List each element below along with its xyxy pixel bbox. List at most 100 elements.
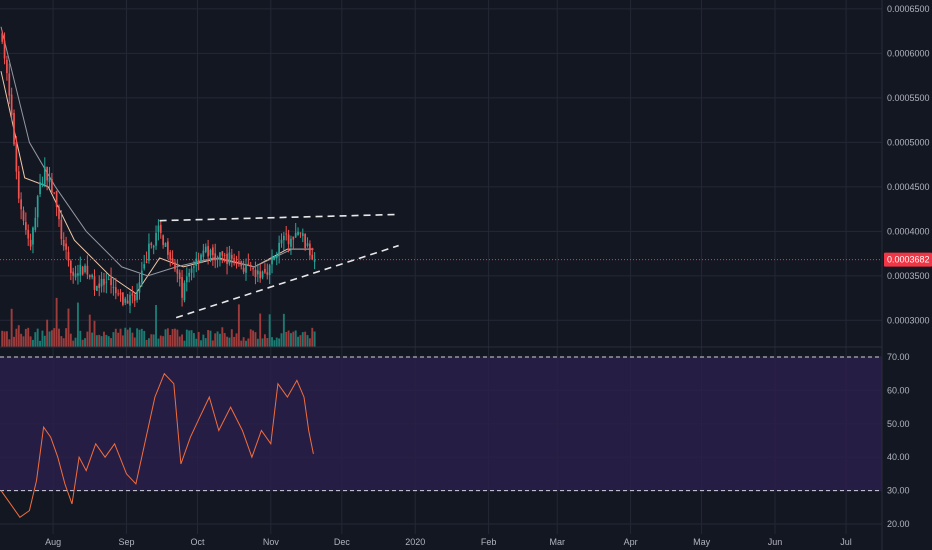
candle-body[interactable] (103, 278, 105, 285)
candle-body[interactable] (77, 273, 79, 276)
candle-body[interactable] (283, 235, 285, 241)
candle-body[interactable] (230, 254, 233, 259)
candle-body[interactable] (221, 251, 224, 256)
candle-body[interactable] (200, 254, 202, 262)
candle-body[interactable] (43, 166, 46, 185)
candle-body[interactable] (249, 264, 252, 266)
candle-body[interactable] (280, 239, 283, 244)
candle-body[interactable] (27, 229, 30, 239)
candle-body[interactable] (20, 199, 22, 210)
candle-body[interactable] (306, 243, 309, 246)
trendlines[interactable] (159, 213, 399, 319)
candle-body[interactable] (110, 277, 112, 286)
candle-body[interactable] (178, 272, 181, 279)
candle-body[interactable] (65, 243, 67, 250)
candle-body[interactable] (207, 246, 209, 257)
candle-body[interactable] (311, 254, 314, 260)
candle-body[interactable] (254, 269, 257, 277)
candle-body[interactable] (266, 272, 269, 275)
candle-body[interactable] (39, 182, 41, 195)
candle-body[interactable] (98, 283, 101, 289)
candle-body[interactable] (117, 293, 120, 295)
candle-body[interactable] (261, 271, 264, 278)
candle-body[interactable] (46, 166, 49, 181)
candle-body[interactable] (247, 263, 250, 265)
candle-body[interactable] (122, 292, 124, 305)
candle-body[interactable] (15, 142, 18, 172)
candle-body[interactable] (6, 59, 8, 74)
candle-body[interactable] (17, 171, 20, 199)
candle-body[interactable] (84, 265, 86, 273)
candle-body[interactable] (157, 225, 160, 232)
candle-body[interactable] (233, 258, 235, 263)
candle-body[interactable] (309, 243, 311, 256)
candle-body[interactable] (93, 276, 96, 290)
candle-body[interactable] (114, 287, 117, 294)
candle-body[interactable] (51, 178, 53, 193)
candle-body[interactable] (79, 264, 82, 276)
candle-body[interactable] (140, 270, 143, 283)
candle-body[interactable] (301, 233, 304, 237)
candle-body[interactable] (72, 271, 75, 276)
candle-body[interactable] (25, 222, 27, 230)
candle-body[interactable] (202, 250, 205, 257)
candle-body[interactable] (273, 256, 276, 260)
candle-body[interactable] (124, 298, 127, 303)
candle-body[interactable] (55, 190, 58, 207)
candle-body[interactable] (299, 232, 302, 234)
candle-body[interactable] (100, 278, 103, 287)
candle-body[interactable] (107, 279, 110, 280)
candle-body[interactable] (228, 252, 231, 264)
candle-body[interactable] (129, 294, 131, 306)
candle-body[interactable] (169, 252, 172, 260)
candle-body[interactable] (62, 239, 65, 247)
candle-body[interactable] (112, 286, 115, 288)
candle-body[interactable] (304, 233, 307, 248)
candle-body[interactable] (119, 292, 122, 295)
candle-body[interactable] (32, 227, 34, 245)
candle-body[interactable] (176, 269, 179, 274)
candle-body[interactable] (126, 300, 129, 304)
candle-body[interactable] (285, 233, 288, 235)
candle-body[interactable] (91, 274, 93, 278)
candle-body[interactable] (171, 258, 174, 263)
candle-body[interactable] (235, 262, 238, 264)
candle-body[interactable] (268, 265, 271, 276)
candle-body[interactable] (138, 282, 141, 293)
candle-body[interactable] (36, 196, 39, 218)
candle-body[interactable] (162, 235, 164, 245)
candle-body[interactable] (136, 292, 138, 301)
candle-body[interactable] (53, 192, 56, 194)
candle-body[interactable] (145, 261, 148, 263)
candle-body[interactable] (223, 255, 226, 257)
candle-body[interactable] (238, 261, 240, 262)
candle-body[interactable] (150, 243, 153, 246)
candle-body[interactable] (188, 272, 191, 277)
candle-body[interactable] (313, 259, 316, 262)
candle-body[interactable] (259, 271, 262, 279)
candle-body[interactable] (181, 277, 183, 298)
candle-body[interactable] (34, 217, 37, 230)
candle-body[interactable] (193, 266, 195, 268)
candle-body[interactable] (22, 210, 25, 221)
candle-body[interactable] (8, 73, 11, 96)
candle-body[interactable] (131, 293, 134, 296)
candle-body[interactable] (211, 247, 214, 256)
candle-body[interactable] (195, 258, 198, 267)
candle-body[interactable] (197, 259, 200, 262)
candle-body[interactable] (69, 260, 72, 274)
candle-body[interactable] (148, 243, 150, 261)
candle-body[interactable] (287, 234, 290, 245)
candle-body[interactable] (159, 224, 162, 233)
candle-body[interactable] (290, 238, 292, 247)
candle-body[interactable] (275, 255, 278, 259)
candle-body[interactable] (294, 232, 297, 238)
candles[interactable] (1, 30, 316, 314)
candle-body[interactable] (81, 266, 84, 275)
candle-body[interactable] (252, 267, 254, 270)
candle-body[interactable] (86, 265, 89, 275)
candle-body[interactable] (3, 40, 6, 59)
candle-body[interactable] (216, 257, 219, 259)
candle-body[interactable] (96, 285, 98, 291)
